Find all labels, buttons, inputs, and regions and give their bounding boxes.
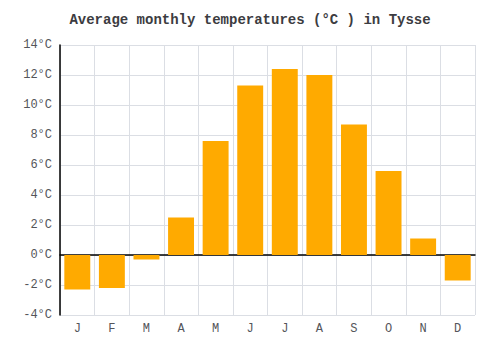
svg-text:O: O [385, 322, 392, 336]
svg-text:S: S [350, 322, 357, 336]
svg-text:J: J [74, 322, 81, 336]
svg-text:Average monthly temperatures (: Average monthly temperatures (°C ) in Ty… [69, 12, 430, 28]
svg-text:F: F [108, 322, 115, 336]
svg-text:6°C: 6°C [30, 158, 52, 172]
svg-text:12°C: 12°C [23, 68, 52, 82]
svg-text:-4°C: -4°C [23, 308, 52, 322]
svg-text:J: J [247, 322, 254, 336]
svg-text:A: A [177, 322, 185, 336]
svg-text:2°C: 2°C [30, 218, 52, 232]
svg-text:8°C: 8°C [30, 128, 52, 142]
svg-text:14°C: 14°C [23, 38, 52, 52]
svg-text:N: N [420, 322, 427, 336]
svg-text:0°C: 0°C [30, 248, 52, 262]
svg-text:4°C: 4°C [30, 188, 52, 202]
svg-text:-2°C: -2°C [23, 278, 52, 292]
svg-text:M: M [143, 322, 150, 336]
svg-text:10°C: 10°C [23, 98, 52, 112]
svg-text:M: M [212, 322, 219, 336]
svg-text:J: J [281, 322, 288, 336]
svg-text:A: A [316, 322, 324, 336]
svg-text:D: D [454, 322, 461, 336]
